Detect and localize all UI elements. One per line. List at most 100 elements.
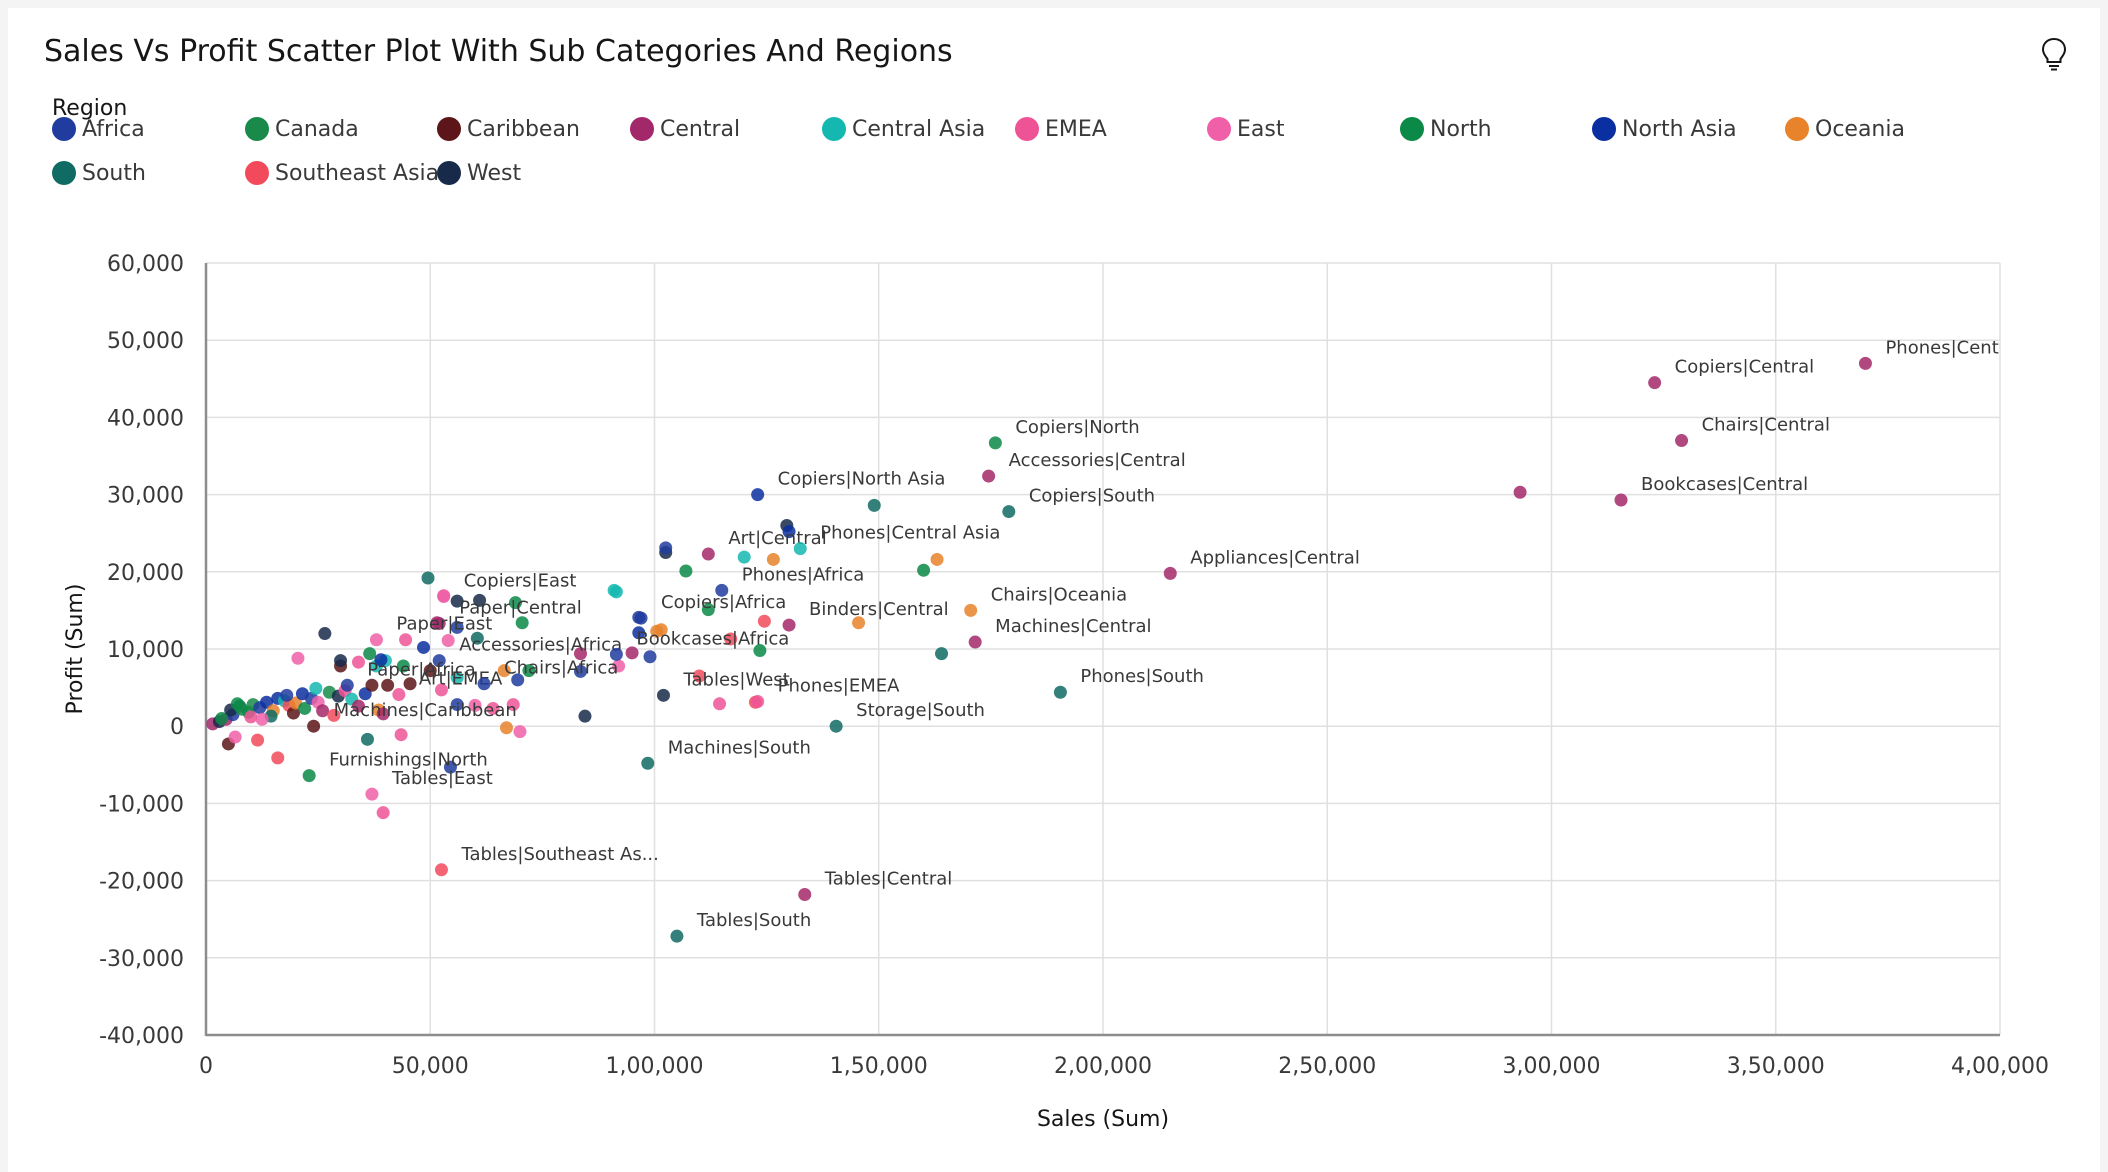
data-point	[437, 590, 451, 604]
point-label: Storage|South	[856, 700, 985, 721]
data-point	[656, 688, 670, 702]
legend-item[interactable]: South	[52, 156, 146, 190]
y-tick-label: -30,000	[99, 947, 184, 972]
point-label: Copiers|East	[464, 571, 577, 592]
data-point	[215, 711, 229, 725]
chart-card: Sales Vs Profit Scatter Plot With Sub Ca…	[8, 8, 2100, 1172]
point-label: Phones|EMEA	[778, 675, 900, 696]
data-point	[244, 710, 258, 724]
point-label: Machines|South	[668, 737, 811, 758]
y-tick-label: 50,000	[107, 329, 184, 354]
legend-item[interactable]: Africa	[52, 112, 145, 146]
legend-item[interactable]: Central Asia	[822, 112, 985, 146]
lightbulb-icon[interactable]	[2034, 34, 2074, 74]
point-label: Chairs|Central	[1702, 415, 1830, 436]
data-point	[1675, 434, 1689, 448]
data-point	[316, 704, 330, 718]
point-label: Phones|South	[1080, 666, 1204, 687]
data-point	[612, 659, 626, 673]
data-point	[641, 756, 655, 770]
x-tick-label: 0	[199, 1054, 213, 1079]
point-label: Accessories|Central	[1009, 450, 1186, 471]
y-tick-label: -10,000	[99, 792, 184, 817]
point-label: Art|Central	[728, 528, 826, 549]
point-label: Chairs|Oceania	[991, 584, 1127, 605]
data-point	[432, 617, 446, 631]
point-label: Copiers|Africa	[661, 592, 786, 613]
point-label: Appliances|Central	[1190, 547, 1360, 568]
legend-item[interactable]: EMEA	[1015, 112, 1107, 146]
legend-item[interactable]: Caribbean	[437, 112, 580, 146]
data-point	[271, 751, 285, 765]
legend-swatch	[1015, 117, 1039, 141]
data-point	[701, 547, 715, 561]
legend-label: Africa	[82, 116, 145, 142]
y-tick-label: 0	[170, 715, 184, 740]
legend-swatch	[1785, 117, 1809, 141]
legend-label: Caribbean	[467, 116, 580, 142]
point-label: Bookcases|Africa	[636, 628, 789, 649]
data-point	[798, 887, 812, 901]
data-point	[369, 633, 383, 647]
legend-swatch	[437, 117, 461, 141]
legend-item[interactable]: Southeast Asia	[245, 156, 439, 190]
data-point	[670, 929, 684, 943]
data-point	[280, 688, 294, 702]
legend-item[interactable]: Canada	[245, 112, 359, 146]
data-point	[609, 585, 623, 599]
data-point	[473, 593, 487, 607]
legend-item[interactable]: West	[437, 156, 521, 190]
legend-item[interactable]: North	[1400, 112, 1492, 146]
data-point	[935, 647, 949, 661]
point-label: Copiers|Central	[1675, 357, 1814, 378]
data-point	[365, 678, 379, 692]
legend-item[interactable]: Oceania	[1785, 112, 1905, 146]
points-layer: Phones|Central Copiers|Central Chairs|Cent…	[206, 337, 2000, 943]
data-point	[715, 583, 729, 597]
data-point	[724, 632, 738, 646]
data-point	[578, 709, 592, 723]
data-point	[751, 488, 765, 502]
data-point	[394, 728, 408, 742]
data-point	[255, 712, 269, 726]
data-point	[307, 719, 321, 733]
data-point	[506, 698, 520, 712]
point-label: Accessories|Africa	[459, 635, 622, 656]
legend-label: East	[1237, 116, 1285, 142]
data-point	[497, 664, 511, 678]
data-point	[351, 699, 365, 713]
legend-label: West	[467, 160, 522, 186]
data-point	[360, 732, 374, 746]
data-point	[1053, 685, 1067, 699]
data-point	[1002, 505, 1016, 519]
data-point	[363, 647, 377, 661]
data-point	[1648, 376, 1662, 390]
data-point	[766, 552, 780, 566]
legend-item[interactable]: East	[1207, 112, 1284, 146]
data-point	[318, 627, 332, 641]
x-tick-label: 3,50,000	[1727, 1054, 1825, 1079]
legend-swatch	[245, 161, 269, 185]
point-label: Copiers|South	[1029, 486, 1155, 507]
data-point	[609, 647, 623, 661]
y-tick-label: -20,000	[99, 870, 184, 895]
x-tick-label: 3,00,000	[1503, 1054, 1601, 1079]
legend-swatch	[1207, 117, 1231, 141]
legend-swatch	[630, 117, 654, 141]
data-point	[432, 654, 446, 668]
point-label: Tables|West	[682, 669, 789, 690]
point-label: Tables|Central	[824, 868, 953, 889]
data-point	[964, 603, 978, 617]
data-point	[499, 721, 513, 735]
data-point	[309, 681, 323, 695]
data-point	[573, 664, 587, 678]
legend-item[interactable]: Central	[630, 112, 740, 146]
data-point	[392, 688, 406, 702]
data-point	[230, 697, 244, 711]
point-label: Copiers|North	[1015, 417, 1139, 438]
data-point	[1513, 485, 1527, 499]
point-label: Chairs|Africa	[504, 658, 618, 679]
x-tick-label: 4,00,000	[1951, 1054, 2049, 1079]
legend-item[interactable]: North Asia	[1592, 112, 1737, 146]
data-point	[782, 618, 796, 632]
